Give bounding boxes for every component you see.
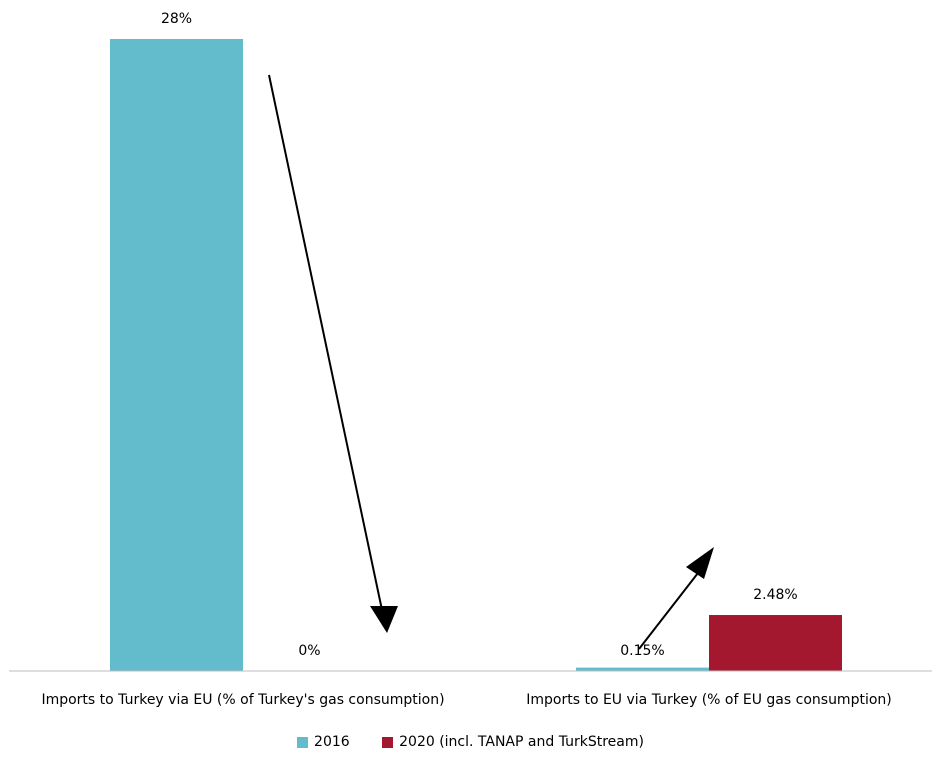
legend-swatch-2016: [297, 736, 309, 748]
value-label-2020-cat1: 2.48%: [753, 587, 797, 603]
trend-arrow-up: [638, 547, 714, 650]
legend: 2016 2020 (incl. TANAP and TurkStream): [0, 734, 941, 752]
bar-2016-cat1: [576, 667, 709, 671]
value-label-2020-cat0: 0%: [298, 643, 320, 659]
legend-item-2020: 2020 (incl. TANAP and TurkStream): [382, 734, 644, 750]
bar-2016-cat0: [110, 39, 243, 671]
category-labels-group: Imports to Turkey via EU (% of Turkey's …: [41, 692, 891, 708]
bar-2020-cat1: [709, 615, 842, 671]
trend-arrow-down: [268, 74, 398, 633]
bars-group: [110, 39, 842, 671]
legend-label-2016: 2016: [314, 734, 350, 750]
legend-item-2016: 2016: [297, 734, 350, 750]
category-label-1: Imports to EU via Turkey (% of EU gas co…: [526, 692, 892, 708]
value-label-2016-cat0: 28%: [161, 11, 192, 27]
value-label-2016-cat1: 0.15%: [620, 643, 664, 659]
category-label-0: Imports to Turkey via EU (% of Turkey's …: [41, 692, 444, 708]
value-labels-group: 28% 0% 0.15% 2.48%: [161, 11, 798, 659]
legend-swatch-2020: [382, 736, 394, 748]
legend-label-2020: 2020 (incl. TANAP and TurkStream): [399, 734, 644, 750]
